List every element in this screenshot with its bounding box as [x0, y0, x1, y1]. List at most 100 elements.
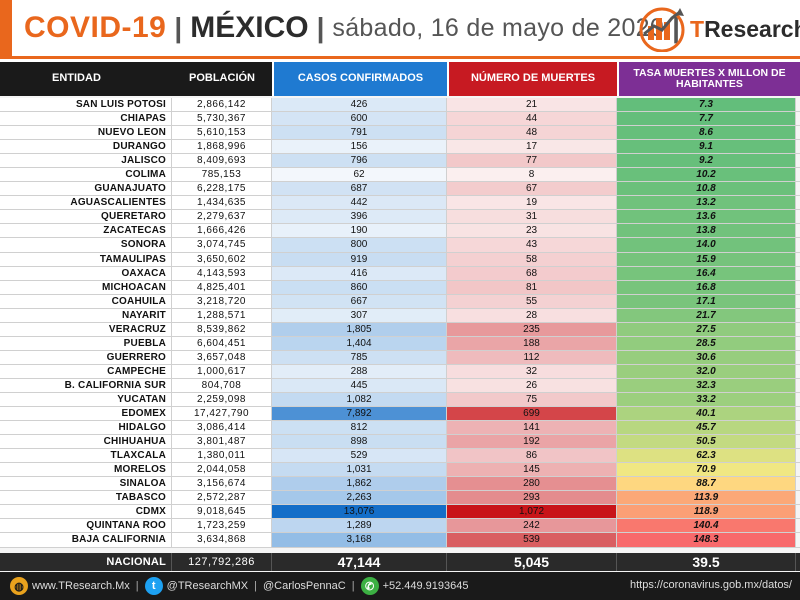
cell-muertes: 17: [447, 140, 617, 154]
cell-poblacion: 6,228,175: [172, 182, 272, 196]
cell-tasa: 13.2: [617, 196, 796, 210]
cell-tasa: 14.0: [617, 238, 796, 252]
cell-muertes: 192: [447, 435, 617, 449]
cell-entidad: TLAXCALA: [0, 449, 172, 463]
table-row: SONORA 3,074,745 800 43 14.0: [0, 238, 800, 253]
cell-entidad: CAMPECHE: [0, 364, 172, 378]
cell-tasa: 10.2: [617, 168, 796, 182]
cell-muertes: 1,072: [447, 505, 617, 519]
table-row: TLAXCALA 1,380,011 529 86 62.3: [0, 449, 800, 464]
cell-tasa: 7.3: [617, 98, 796, 112]
cell-muertes: 141: [447, 421, 617, 435]
cell-muertes: 23: [447, 224, 617, 238]
tresearch-logo: TResearch: [636, 4, 800, 53]
header-accent-bar: [0, 0, 12, 56]
cell-muertes: 242: [447, 519, 617, 533]
table-row: MICHOACAN 4,825,401 860 81 16.8: [0, 280, 800, 295]
table-row: BAJA CALIFORNIA 3,634,868 3,168 539 148.3: [0, 533, 800, 548]
cell-entidad: BAJA CALIFORNIA: [0, 533, 172, 547]
cell-poblacion: 5,730,367: [172, 112, 272, 126]
cell-casos: 785: [272, 350, 447, 364]
cell-tasa: 148.3: [617, 533, 796, 547]
cell-muertes: 86: [447, 449, 617, 463]
table-row: AGUASCALIENTES 1,434,635 442 19 13.2: [0, 196, 800, 211]
globe-icon: ◍: [10, 577, 28, 595]
cell-muertes: 539: [447, 533, 617, 547]
cell-tasa: 32.3: [617, 378, 796, 392]
cell-casos: 288: [272, 364, 447, 378]
cell-entidad: HIDALGO: [0, 421, 172, 435]
title-separator: |: [316, 12, 325, 43]
title-separator: |: [174, 12, 183, 43]
cell-poblacion: 1,288,571: [172, 308, 272, 322]
cell-entidad: SINALOA: [0, 477, 172, 491]
cell-casos: 416: [272, 266, 447, 280]
cell-entidad: PUEBLA: [0, 336, 172, 350]
table-row: TABASCO 2,572,287 2,263 293 113.9: [0, 491, 800, 506]
cell-tasa: 15.9: [617, 252, 796, 266]
cell-poblacion: 6,604,451: [172, 336, 272, 350]
cell-casos: 796: [272, 154, 447, 168]
cell-entidad: SONORA: [0, 238, 172, 252]
covid-table: ENTIDAD POBLACIÓN CASOS CONFIRMADOS NÚME…: [0, 62, 800, 572]
cell-tasa: 40.1: [617, 407, 796, 421]
table-row: JALISCO 8,409,693 796 77 9.2: [0, 154, 800, 169]
cell-poblacion: 4,143,593: [172, 266, 272, 280]
table-row: CAMPECHE 1,000,617 288 32 32.0: [0, 364, 800, 379]
cell-entidad: SAN LUIS POTOSI: [0, 98, 172, 112]
total-casos: 47,144: [272, 553, 447, 571]
cell-entidad: TABASCO: [0, 491, 172, 505]
title-date: sábado, 16 de mayo de 2020: [332, 13, 665, 42]
cell-muertes: 21: [447, 98, 617, 112]
table-row: HIDALGO 3,086,414 812 141 45.7: [0, 421, 800, 436]
footer-twitter-text: @TResearchMX: [166, 580, 249, 592]
cell-tasa: 7.7: [617, 112, 796, 126]
footer-web[interactable]: ◍ www.TResearch.Mx: [10, 577, 130, 595]
footer-phone[interactable]: ✆ +52.449.9193645: [360, 577, 469, 595]
cell-poblacion: 4,825,401: [172, 280, 272, 294]
footer-twitter[interactable]: t @TResearchMX: [144, 577, 249, 595]
column-header-poblacion: POBLACIÓN: [172, 62, 272, 96]
cell-poblacion: 1,723,259: [172, 519, 272, 533]
cell-casos: 1,404: [272, 336, 447, 350]
cell-casos: 1,805: [272, 322, 447, 336]
cell-casos: 156: [272, 140, 447, 154]
table-row: NAYARIT 1,288,571 307 28 21.7: [0, 308, 800, 323]
cell-poblacion: 3,086,414: [172, 421, 272, 435]
cell-tasa: 33.2: [617, 392, 796, 407]
cell-casos: 919: [272, 252, 447, 266]
cell-tasa: 50.5: [617, 435, 796, 449]
cell-casos: 13,076: [272, 505, 447, 519]
cell-poblacion: 2,044,058: [172, 463, 272, 477]
cell-muertes: 26: [447, 378, 617, 392]
cell-tasa: 88.7: [617, 477, 796, 491]
cell-poblacion: 1,000,617: [172, 364, 272, 378]
cell-poblacion: 2,279,637: [172, 210, 272, 224]
cell-entidad: DURANGO: [0, 140, 172, 154]
cell-poblacion: 9,018,645: [172, 505, 272, 519]
cell-poblacion: 3,657,048: [172, 350, 272, 364]
footer-author[interactable]: @CarlosPennaC: [263, 580, 346, 592]
cell-tasa: 27.5: [617, 322, 796, 336]
cell-casos: 396: [272, 210, 447, 224]
table-row: OAXACA 4,143,593 416 68 16.4: [0, 266, 800, 281]
total-row: NACIONAL 127,792,286 47,144 5,045 39.5: [0, 553, 800, 571]
cell-muertes: 293: [447, 491, 617, 505]
title-covid: COVID-19: [24, 11, 167, 44]
cell-muertes: 75: [447, 392, 617, 407]
footer-web-text: www.TResearch.Mx: [32, 580, 130, 592]
cell-muertes: 280: [447, 477, 617, 491]
cell-tasa: 30.6: [617, 350, 796, 364]
cell-casos: 445: [272, 378, 447, 392]
cell-entidad: COAHUILA: [0, 294, 172, 308]
table-row: B. CALIFORNIA SUR 804,708 445 26 32.3: [0, 378, 800, 393]
title-country: MÉXICO: [190, 11, 309, 44]
footer-source-url[interactable]: https://coronavirus.gob.mx/datos/: [629, 579, 792, 591]
cell-tasa: 10.8: [617, 182, 796, 196]
page-title: COVID-19 | MÉXICO | sábado, 16 de mayo d…: [24, 8, 688, 48]
cell-casos: 1,031: [272, 463, 447, 477]
cell-entidad: NUEVO LEON: [0, 126, 172, 140]
cell-muertes: 235: [447, 322, 617, 336]
cell-poblacion: 3,650,602: [172, 252, 272, 266]
cell-muertes: 31: [447, 210, 617, 224]
